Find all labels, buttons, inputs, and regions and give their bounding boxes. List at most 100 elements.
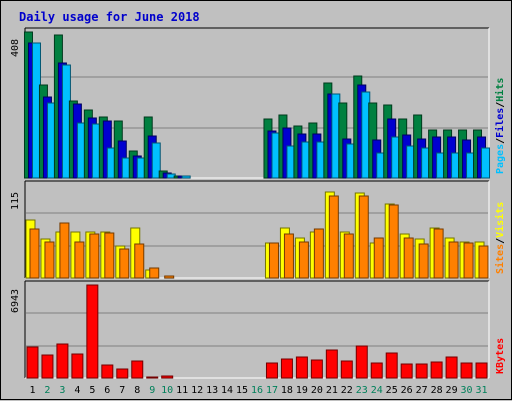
sites-bar-day-31 bbox=[478, 245, 489, 279]
day-label-29: 29 bbox=[446, 385, 458, 396]
kbytes-bar-day-6 bbox=[101, 364, 114, 379]
sites-bar-day-22 bbox=[343, 233, 354, 279]
day-label-28: 28 bbox=[431, 385, 443, 396]
plot-layer: 408Pages/Files/Hits115Sites/Visits6943KB… bbox=[10, 27, 506, 396]
kbytes-bar-day-28 bbox=[430, 361, 443, 379]
day-label-30: 30 bbox=[461, 385, 473, 396]
day-label-20: 20 bbox=[311, 385, 323, 396]
sites-bar-day-24 bbox=[373, 237, 384, 279]
legend-entry: Sites bbox=[494, 244, 506, 274]
day-label-8: 8 bbox=[134, 385, 140, 396]
pages-bar-day-11 bbox=[181, 175, 191, 179]
sites-bar-day-19 bbox=[298, 241, 309, 279]
day-label-16: 16 bbox=[251, 385, 263, 396]
sites-bar-day-29 bbox=[448, 241, 459, 279]
kbytes-bar-day-8 bbox=[131, 360, 144, 379]
sites-bar-day-20 bbox=[313, 228, 324, 279]
kbytes-bar-day-9 bbox=[146, 376, 159, 379]
panel-kbytes bbox=[25, 281, 489, 378]
day-label-7: 7 bbox=[119, 385, 125, 396]
sites-bar-day-8 bbox=[134, 243, 145, 279]
legend-entry: Pages bbox=[495, 144, 506, 174]
day-label-10: 10 bbox=[161, 385, 173, 396]
day-label-22: 22 bbox=[341, 385, 353, 396]
kbytes-bar-day-18 bbox=[280, 358, 293, 379]
pages-bar-day-9 bbox=[151, 142, 161, 179]
legend-entry: / bbox=[495, 238, 506, 244]
legend-entry: Hits bbox=[494, 78, 506, 102]
day-label-2: 2 bbox=[44, 385, 50, 396]
kbytes-bar-day-20 bbox=[310, 359, 323, 379]
day-label-11: 11 bbox=[176, 385, 188, 396]
sites-bar-day-28 bbox=[433, 228, 444, 279]
day-label-5: 5 bbox=[89, 385, 95, 396]
kbytes-bar-day-17 bbox=[265, 362, 278, 379]
legend-entry: KBytes bbox=[495, 338, 506, 374]
kbytes-bar-day-7 bbox=[116, 368, 129, 379]
day-label-19: 19 bbox=[296, 385, 308, 396]
legend-entry: / bbox=[495, 138, 506, 144]
kbytes-bar-day-30 bbox=[460, 362, 473, 379]
sites-bar-day-30 bbox=[463, 242, 474, 279]
kbytes-bar-day-10 bbox=[161, 375, 174, 379]
sites-bar-day-21 bbox=[328, 195, 339, 279]
y-max-label: 6943 bbox=[10, 289, 21, 313]
sites-bar-day-26 bbox=[403, 237, 414, 279]
day-label-13: 13 bbox=[206, 385, 218, 396]
sites-bar-day-7 bbox=[119, 248, 130, 279]
day-label-21: 21 bbox=[326, 385, 338, 396]
day-label-27: 27 bbox=[416, 385, 428, 396]
sites-bar-day-5 bbox=[89, 233, 100, 279]
sites-bar-day-18 bbox=[283, 233, 294, 279]
legend-entry: Files bbox=[494, 108, 506, 138]
sites-bar-day-1 bbox=[29, 228, 40, 279]
day-label-31: 31 bbox=[475, 385, 487, 396]
kbytes-bar-day-29 bbox=[445, 356, 458, 379]
day-label-15: 15 bbox=[236, 385, 248, 396]
sites-bar-day-9 bbox=[149, 267, 160, 279]
day-label-3: 3 bbox=[59, 385, 65, 396]
kbytes-bar-day-27 bbox=[415, 363, 428, 379]
kbytes-bar-day-2 bbox=[41, 354, 54, 379]
day-label-17: 17 bbox=[266, 385, 278, 396]
kbytes-bar-day-1 bbox=[26, 346, 39, 379]
day-label-12: 12 bbox=[191, 385, 203, 396]
kbytes-bar-day-22 bbox=[340, 360, 353, 379]
sites-bar-day-25 bbox=[388, 204, 399, 279]
kbytes-bar-day-3 bbox=[56, 343, 69, 379]
day-label-24: 24 bbox=[371, 385, 383, 396]
sites-bar-day-3 bbox=[59, 222, 70, 279]
day-label-6: 6 bbox=[104, 385, 110, 396]
sites-bar-day-10 bbox=[164, 275, 175, 279]
kbytes-bar-day-31 bbox=[475, 362, 488, 379]
kbytes-bar-day-21 bbox=[325, 349, 338, 379]
sites-bar-day-17 bbox=[268, 242, 279, 279]
sites-bar-day-27 bbox=[418, 243, 429, 279]
sites-bar-day-2 bbox=[44, 241, 55, 279]
kbytes-bar-day-5 bbox=[86, 284, 99, 379]
legend-hits-files-pages: Pages/Files/Hits bbox=[494, 78, 506, 174]
sites-bar-day-23 bbox=[358, 195, 369, 279]
day-label-26: 26 bbox=[401, 385, 413, 396]
y-max-label: 115 bbox=[10, 192, 21, 210]
legend-sites-visits: Sites/Visits bbox=[494, 202, 506, 274]
day-label-9: 9 bbox=[149, 385, 155, 396]
chart-title: Daily usage for June 2018 bbox=[19, 10, 200, 24]
pages-bar-day-31 bbox=[481, 147, 491, 179]
day-label-1: 1 bbox=[29, 385, 35, 396]
day-label-25: 25 bbox=[386, 385, 398, 396]
kbytes-bar-day-24 bbox=[370, 362, 383, 379]
legend-entry: / bbox=[495, 102, 506, 108]
kbytes-bar-day-25 bbox=[385, 352, 398, 379]
kbytes-bar-day-19 bbox=[295, 356, 308, 379]
day-label-23: 23 bbox=[356, 385, 368, 396]
sites-bar-day-4 bbox=[74, 241, 85, 279]
kbytes-bar-day-23 bbox=[355, 345, 368, 379]
sites-bar-day-6 bbox=[104, 232, 115, 279]
legend-kbytes: KBytes bbox=[495, 338, 506, 374]
kbytes-bar-day-26 bbox=[400, 363, 413, 379]
legend-entry: Visits bbox=[494, 202, 506, 238]
day-label-14: 14 bbox=[221, 385, 233, 396]
